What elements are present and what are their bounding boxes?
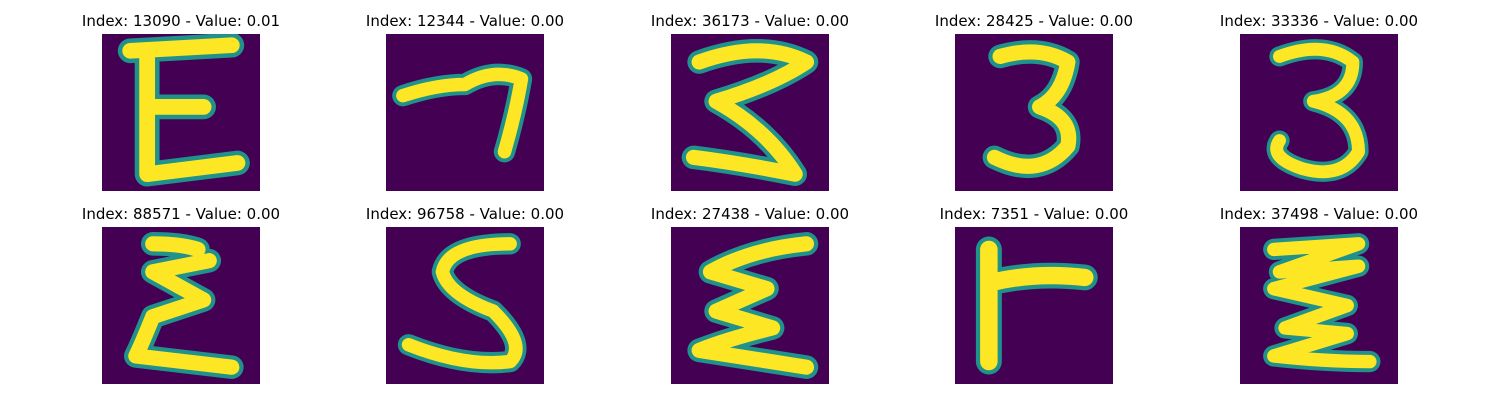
- image-panel: Index: 27438 - Value: 0.00: [630, 205, 870, 395]
- panel-title: Index: 13090 - Value: 0.01: [81, 12, 281, 30]
- image-panel: Index: 12344 - Value: 0.00: [345, 12, 585, 202]
- digit-image: [1240, 34, 1398, 191]
- digit-image: [386, 34, 544, 191]
- image-panel: Index: 96758 - Value: 0.00: [345, 205, 585, 395]
- digit-image: [102, 227, 260, 384]
- digit-image: [1240, 227, 1398, 384]
- panel-title: Index: 7351 - Value: 0.00: [939, 205, 1129, 223]
- panel-title: Index: 27438 - Value: 0.00: [650, 205, 850, 223]
- panel-title: Index: 12344 - Value: 0.00: [365, 12, 565, 30]
- panel-title: Index: 33336 - Value: 0.00: [1219, 12, 1419, 30]
- digit-image: [671, 34, 829, 191]
- digit-image: [955, 227, 1113, 384]
- image-panel: Index: 88571 - Value: 0.00: [61, 205, 301, 395]
- digit-image: [671, 227, 829, 384]
- image-panel: Index: 33336 - Value: 0.00: [1199, 12, 1439, 202]
- digit-image: [955, 34, 1113, 191]
- image-panel: Index: 13090 - Value: 0.01: [61, 12, 301, 202]
- image-panel: Index: 37498 - Value: 0.00: [1199, 205, 1439, 395]
- panel-title: Index: 36173 - Value: 0.00: [650, 12, 850, 30]
- panel-title: Index: 96758 - Value: 0.00: [365, 205, 565, 223]
- digit-image: [102, 34, 260, 191]
- panel-title: Index: 28425 - Value: 0.00: [934, 12, 1134, 30]
- image-panel: Index: 36173 - Value: 0.00: [630, 12, 870, 202]
- panel-title: Index: 37498 - Value: 0.00: [1219, 205, 1419, 223]
- digit-image: [386, 227, 544, 384]
- image-panel: Index: 28425 - Value: 0.00: [914, 12, 1154, 202]
- image-panel: Index: 7351 - Value: 0.00: [914, 205, 1154, 395]
- panel-title: Index: 88571 - Value: 0.00: [81, 205, 281, 223]
